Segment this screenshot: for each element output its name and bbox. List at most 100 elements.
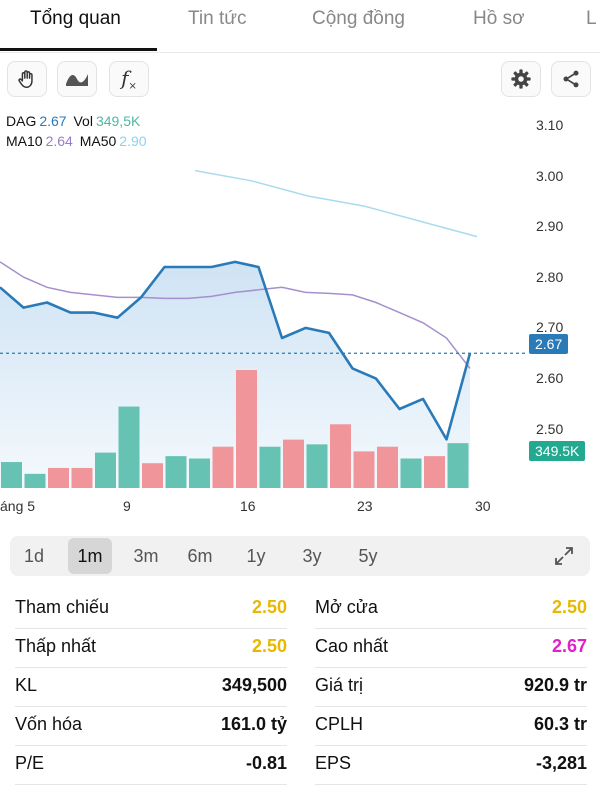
tab-news[interactable]: Tin tức: [188, 8, 247, 29]
x-tick-label: 30: [475, 498, 491, 514]
volume-bar: [189, 458, 210, 488]
stat-label: Tham chiếu: [15, 597, 110, 617]
gear-icon: [511, 69, 531, 89]
range-1y[interactable]: 1y: [246, 546, 266, 566]
y-tick-label: 3.00: [536, 168, 564, 184]
symbol-label: DAG: [6, 113, 37, 129]
volume-bar: [447, 443, 469, 488]
range-3y[interactable]: 3y: [302, 546, 322, 566]
ma10-line: [0, 261, 471, 369]
stat-row: Giá trị 920.9 tr: [315, 669, 587, 707]
price-chart[interactable]: [0, 100, 600, 520]
current-volume-badge: 349.5K: [529, 441, 586, 461]
active-tab-indicator: [0, 48, 157, 51]
volume-bar: [259, 446, 281, 488]
y-tick-label: 2.60: [536, 370, 564, 386]
stat-row: KL 349,500: [15, 669, 287, 707]
volume-bar: [142, 463, 163, 488]
y-tick-label: 2.50: [536, 421, 564, 437]
volume-bar: [283, 439, 304, 488]
hand-icon: [18, 70, 33, 88]
stat-row: Vốn hóa 161.0 tỷ: [15, 708, 287, 746]
volume-bar: [118, 406, 140, 488]
stat-label: Giá trị: [315, 675, 364, 695]
volume-label: Vol: [73, 113, 93, 129]
expand-button[interactable]: [552, 544, 576, 568]
price-legend: DAG 2.67 Vol 349,5K: [6, 113, 143, 129]
volume-bar: [165, 456, 187, 488]
volume-bar: [377, 446, 398, 488]
stat-label: P/E: [15, 753, 45, 773]
stat-value: 161.0 tỷ: [220, 714, 287, 734]
stat-value: 2.67: [551, 636, 587, 656]
x-tick-label: áng 5: [0, 498, 36, 514]
volume-bar: [330, 424, 351, 488]
stat-label: EPS: [315, 753, 352, 773]
y-tick-label: 3.10: [536, 117, 564, 133]
volume-bar: [1, 462, 22, 488]
stat-value: 2.50: [251, 636, 287, 656]
price-area: [0, 261, 470, 488]
expand-icon: [555, 547, 573, 565]
volume-bar: [212, 446, 234, 488]
current-price-badge: 2.67: [529, 334, 569, 354]
stat-row: Mở cửa 2.50: [315, 591, 587, 629]
range-1m[interactable]: 1m: [68, 538, 112, 574]
volume-bar: [95, 452, 116, 488]
time-range-selector: 1d 1m 3m 6m 1y 3y 5y: [10, 536, 590, 576]
range-1d[interactable]: 1d: [23, 546, 45, 566]
price-value: 2.67: [39, 113, 67, 129]
y-tick-label: 2.80: [536, 269, 564, 285]
stat-label: KL: [15, 675, 38, 695]
volume-bar: [424, 456, 445, 488]
stat-row: Tham chiếu 2.50: [15, 591, 287, 629]
ma50-label: MA50: [79, 133, 117, 149]
price-line: [0, 260, 472, 441]
hand-tool-button[interactable]: [7, 61, 47, 97]
stat-label: Vốn hóa: [15, 714, 83, 734]
stat-label: Mở cửa: [315, 597, 378, 617]
stat-row: CPLH 60.3 tr: [315, 708, 587, 746]
ma-legend: MA10 2.64 MA50 2.90: [6, 133, 150, 149]
range-5y[interactable]: 5y: [358, 546, 378, 566]
tab-profile[interactable]: Hồ sơ: [473, 8, 525, 29]
ma50-value: 2.90: [119, 133, 147, 149]
volume-value: 349,5K: [95, 113, 141, 129]
function-icon: f×: [121, 66, 137, 92]
stat-row: EPS -3,281: [315, 747, 587, 785]
stat-row: P/E -0.81: [15, 747, 287, 785]
stat-label: Cao nhất: [315, 636, 389, 656]
x-tick-label: 9: [123, 498, 131, 514]
y-tick-label: 2.90: [536, 218, 564, 234]
tab-more[interactable]: L: [586, 8, 597, 29]
range-3m[interactable]: 3m: [133, 546, 159, 566]
stat-label: Thấp nhất: [15, 636, 97, 656]
stat-row: Thấp nhất 2.50: [15, 630, 287, 668]
chart-type-button[interactable]: [57, 61, 97, 97]
stat-value: -0.81: [245, 753, 287, 773]
share-icon: [563, 70, 579, 88]
stat-value: 2.50: [551, 597, 587, 617]
stat-value: 349,500: [221, 675, 287, 695]
share-button[interactable]: [551, 61, 591, 97]
stat-label: CPLH: [315, 714, 364, 734]
settings-button[interactable]: [501, 61, 541, 97]
x-tick-label: 16: [240, 498, 256, 514]
range-6m[interactable]: 6m: [187, 546, 213, 566]
y-tick-label: 2.70: [536, 319, 564, 335]
tab-overview[interactable]: Tổng quan: [30, 8, 121, 29]
volume-bar: [24, 473, 46, 488]
tab-bar: Tổng quan Tin tức Cộng đồng Hồ sơ L: [0, 0, 600, 53]
ma50-line: [194, 169, 478, 238]
stat-row: Cao nhất 2.67: [315, 630, 587, 668]
indicator-button[interactable]: f×: [109, 61, 149, 97]
stat-value: 2.50: [251, 597, 287, 617]
stat-value: 920.9 tr: [523, 675, 587, 695]
volume-bar: [400, 458, 422, 488]
stat-value: 60.3 tr: [533, 714, 587, 734]
volume-bar: [71, 467, 93, 488]
wave-chart-icon: [66, 74, 88, 86]
volume-bar: [48, 467, 69, 488]
volume-bar: [353, 451, 375, 488]
tab-community[interactable]: Cộng đồng: [312, 8, 405, 29]
